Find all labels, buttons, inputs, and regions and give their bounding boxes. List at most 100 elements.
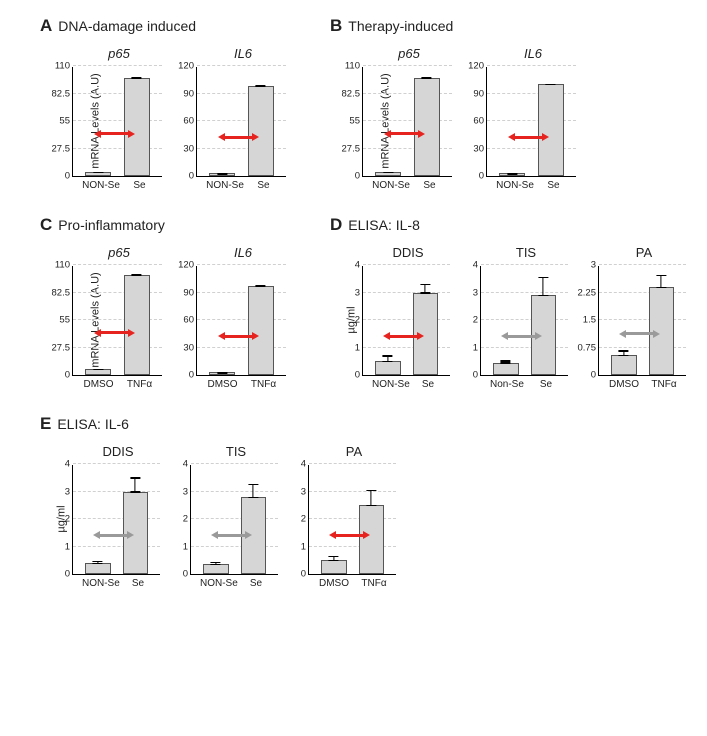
panel-title: DNA-damage induced <box>58 18 196 34</box>
panel-A: ADNA-damage inducedp65mRNA Levels (A.U)0… <box>40 16 290 191</box>
grid-line <box>309 463 396 464</box>
bar-wrap <box>203 564 229 574</box>
error-bar <box>136 274 137 276</box>
bar-wrap <box>375 361 401 375</box>
chart-title: IL6 <box>486 46 580 61</box>
x-label: DMSO <box>318 578 350 589</box>
x-labels: NON-SeSe <box>72 575 164 589</box>
error-bar <box>333 556 334 562</box>
error-bar <box>260 285 261 287</box>
bar <box>124 78 150 176</box>
ytick-label: 1 <box>355 342 363 353</box>
bar <box>375 361 401 375</box>
chart-IL6: IL60306090120NON-SeSe <box>196 46 290 191</box>
panel-letter: E <box>40 414 51 434</box>
chart-title: IL6 <box>196 245 290 260</box>
x-label: TNFα <box>123 379 156 390</box>
bar <box>248 286 274 375</box>
error-bar <box>512 173 513 174</box>
chart-p65: p65mRNA Levels (A.U)027.55582.5110NON-Se… <box>72 46 166 191</box>
ytick-label: 0 <box>301 569 309 580</box>
x-labels: DMSOTNFα <box>308 575 400 589</box>
ytick-label: 1 <box>183 541 191 552</box>
grid-line <box>363 264 450 265</box>
bar-wrap <box>85 563 111 574</box>
ytick-label: 120 <box>178 260 197 271</box>
ytick-label: 27.5 <box>52 342 74 353</box>
ytick-label: 90 <box>473 88 487 99</box>
plot-area: 027.55582.5110 <box>72 67 162 177</box>
chart-TIS: TIS01234Non-SeSe <box>480 245 572 390</box>
bar <box>321 560 347 574</box>
ytick-label: 82.5 <box>52 88 74 99</box>
ytick-label: 3 <box>473 287 481 298</box>
error-bar <box>505 360 506 363</box>
bar-wrap <box>248 86 274 176</box>
ytick-label: 2.25 <box>578 287 600 298</box>
bar-wrap <box>375 172 401 176</box>
bar-wrap <box>493 363 519 375</box>
x-labels: DMSOTNFα <box>598 376 690 390</box>
panel-letter: C <box>40 215 52 235</box>
panel-E: EELISA: IL-6DDISµg/ml01234NON-SeSeTIS012… <box>40 414 400 589</box>
error-bar <box>98 172 99 173</box>
ytick-label: 1 <box>473 342 481 353</box>
ytick-label: 4 <box>65 459 73 470</box>
panel-row: CPro-inflammatoryp65mRNA Levels (A.U)027… <box>12 215 695 414</box>
chart-title: p65 <box>362 46 456 61</box>
bar-wrap <box>209 372 235 375</box>
comparison-arrow <box>335 534 363 537</box>
comparison-arrow <box>224 136 253 139</box>
ytick-label: 0 <box>189 171 197 182</box>
chart-p65: p65mRNA Levels (A.U)027.55582.5110DMSOTN… <box>72 245 166 390</box>
error-bar <box>661 275 662 288</box>
bar <box>359 505 385 574</box>
grid-line <box>191 463 278 464</box>
bar <box>85 563 111 574</box>
ytick-label: 0 <box>183 569 191 580</box>
ytick-label: 60 <box>473 116 487 127</box>
chart-PA: PA01234DMSOTNFα <box>308 444 400 589</box>
error-bar <box>222 372 223 373</box>
plot-area: 027.55582.5110 <box>72 266 162 376</box>
ytick-label: 120 <box>178 61 197 72</box>
x-label: NON-Se <box>200 578 232 589</box>
error-bar <box>426 77 427 79</box>
plot-area: 01234 <box>308 465 396 575</box>
ytick-label: 0 <box>65 171 73 182</box>
x-label: DMSO <box>82 379 115 390</box>
bars-container <box>197 266 286 375</box>
bar <box>414 78 440 176</box>
x-label: DMSO <box>206 379 239 390</box>
chart-title: TIS <box>480 245 572 260</box>
ytick-label: 2 <box>355 315 363 326</box>
x-label: Se <box>412 379 444 390</box>
grid-line <box>197 65 286 66</box>
panel-row: EELISA: IL-6DDISµg/ml01234NON-SeSeTIS012… <box>12 414 695 613</box>
ytick-label: 82.5 <box>342 88 364 99</box>
charts-row: p65mRNA Levels (A.U)027.55582.5110NON-Se… <box>40 46 290 191</box>
bars-container <box>363 67 452 176</box>
plot-area: 027.55582.5110 <box>362 67 452 177</box>
ytick-label: 3 <box>65 486 73 497</box>
panel-letter: B <box>330 16 342 36</box>
comparison-arrow <box>100 331 129 334</box>
ytick-label: 0 <box>355 171 363 182</box>
error-bar <box>135 477 136 492</box>
chart-title: p65 <box>72 46 166 61</box>
comparison-arrow <box>514 136 543 139</box>
ytick-label: 90 <box>183 287 197 298</box>
bar-wrap <box>124 78 150 176</box>
ytick-label: 0 <box>473 370 481 381</box>
grid-line <box>481 264 568 265</box>
grid-line <box>487 65 576 66</box>
ytick-label: 120 <box>468 61 487 72</box>
x-label: TNFα <box>648 379 680 390</box>
bar <box>85 369 111 375</box>
grid-line <box>363 65 452 66</box>
x-label: Se <box>413 180 446 191</box>
ytick-label: 60 <box>183 116 197 127</box>
x-labels: Non-SeSe <box>480 376 572 390</box>
grid-line <box>599 264 686 265</box>
x-label: Se <box>530 379 562 390</box>
